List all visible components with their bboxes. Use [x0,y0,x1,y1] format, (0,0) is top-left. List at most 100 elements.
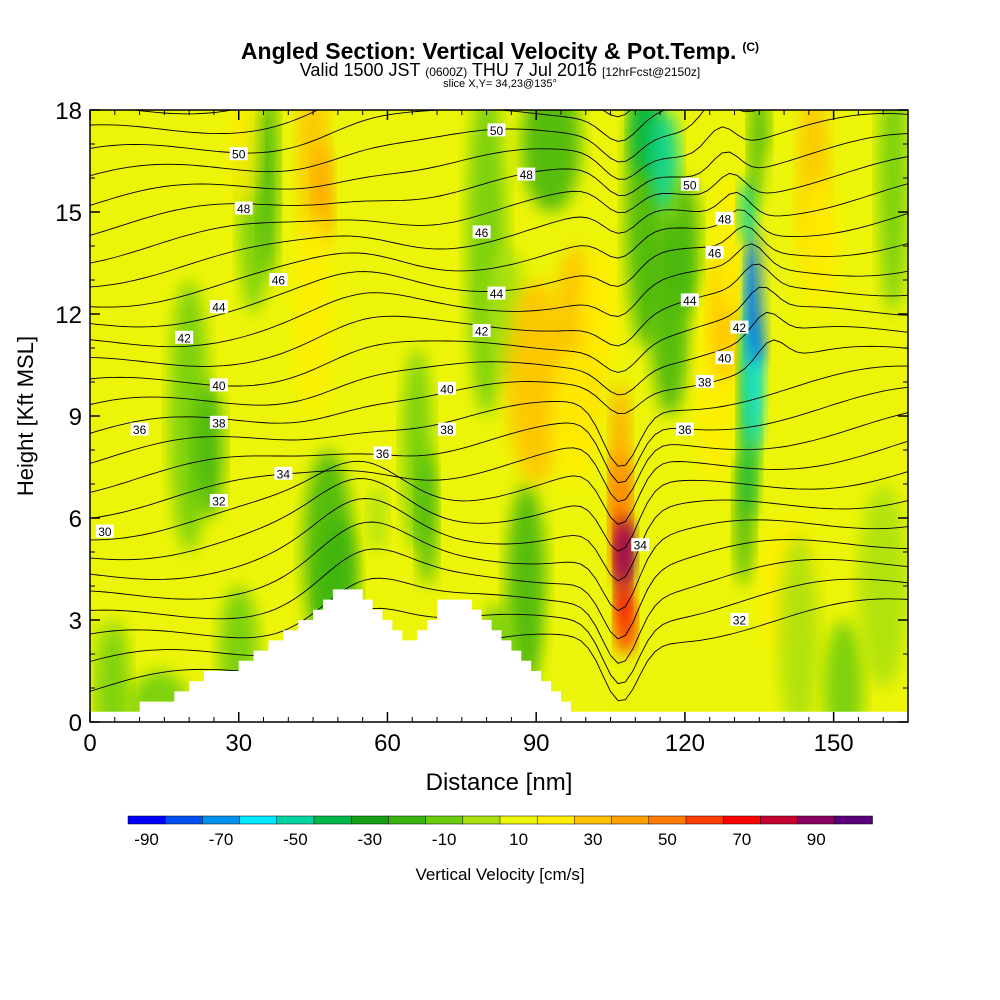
forecast-info: [12hrFcst@2150z] [602,65,701,79]
contour-label: 34 [631,538,650,553]
velocity-cell [779,535,819,722]
colorbar-swatch [834,815,873,825]
colorbar-swatch [276,815,315,825]
contour-label-text: 40 [212,379,226,393]
theta-contour [90,440,908,541]
contour-label-text: 46 [272,274,286,288]
contour-label-text: 34 [277,467,291,481]
colorbar: -90 -70 -50 -30 -10 10 30 50 70 90 [127,815,873,849]
contour-label-text: 46 [475,226,489,240]
velocity-cell [551,348,601,484]
colorbar-tick-label: -30 [358,830,383,849]
contour-label: 40 [715,351,734,366]
chart-title: Angled Section: Vertical Velocity & Pot.… [0,38,1000,65]
contour-label: 40 [437,381,456,396]
contour-label-text: 38 [440,423,454,437]
colorbar-tick-label: 30 [584,830,603,849]
colorbar-swatch [648,815,687,825]
x-tick-label: 0 [83,730,96,757]
colorbar-swatch [202,815,241,825]
contour-label-text: 32 [212,495,226,509]
velocity-cell [258,110,279,280]
contour-label: 44 [487,286,506,301]
contour-label: 42 [730,320,749,335]
theta-contour [90,133,908,236]
contour-label: 34 [274,466,293,481]
contour-label-text: 48 [520,168,534,182]
velocity-cell [798,178,839,314]
y-tick-label: 15 [55,200,82,227]
theta-contour [90,311,908,406]
colorbar-tick-label: 70 [732,830,751,849]
contour-label: 38 [209,415,228,430]
velocity-cell [228,110,259,212]
colorbar-swatch [239,815,278,825]
contour-label-text: 36 [133,423,147,437]
title-units: (C) [742,40,760,54]
y-tick-label: 9 [69,404,82,431]
velocity-cell [580,246,621,382]
valid-date: THU 7 Jul 2016 [471,60,597,80]
contour-label: 32 [730,613,749,628]
contour-label: 46 [269,273,288,288]
colorbar-tick-label: -50 [283,830,308,849]
contour-label-text: 36 [376,447,390,461]
contour-labels: 30 32 32 34 34 36 36 36 38 38 38 40 40 40 42 42 42 44 44 44… [95,123,749,628]
contour-label: 50 [487,123,506,138]
contour-label: 48 [234,201,253,216]
colorbar-swatch [536,815,576,825]
contour-label-text: 50 [232,148,246,162]
velocity-cell [615,586,636,654]
colorbar-tick-label: 90 [807,830,826,849]
chart-subtitle: Valid 1500 JST (0600Z) THU 7 Jul 2016 [1… [0,60,1000,81]
theta-contour [90,365,908,467]
velocity-cell [293,212,333,416]
contour-label: 36 [675,422,694,437]
theta-contour [90,209,908,308]
colorbar-swatch [797,815,836,825]
contour-label-text: 48 [718,212,732,226]
contour-label-text: 38 [212,416,226,430]
velocity-cell [858,484,908,688]
colorbar-swatch [574,815,613,825]
contour-label-text: 34 [634,539,648,553]
title-text: Angled Section: Vertical Velocity & Pot.… [240,38,737,64]
colorbar-swatch [760,815,799,825]
y-axis-label: Height [Kft MSL] [13,336,38,496]
contour-label: 46 [472,225,491,240]
contour-label-text: 38 [698,376,712,390]
theta-contour [90,156,908,264]
contour-label: 44 [209,300,228,315]
valid-time: Valid 1500 JST [299,60,421,80]
colorbar-swatch [499,815,538,825]
velocity-cell [506,484,547,688]
theta-contour [90,498,908,582]
contour-label-text: 42 [475,325,489,339]
theta-contour [90,519,908,612]
velocity-cell [650,110,680,212]
velocity-cell [417,450,438,586]
contour-label: 46 [705,245,724,260]
contour-label: 48 [517,167,536,182]
colorbar-swatch [313,815,352,825]
contour-label-text: 32 [733,614,747,628]
colorbar-swatch [685,815,724,825]
contour-label-text: 30 [98,525,112,539]
contour-label-text: 40 [440,382,454,396]
contour-label: 50 [680,177,699,192]
contour-label-text: 36 [678,423,692,437]
colorbar-swatch [388,815,427,825]
y-tick-label: 3 [69,608,82,635]
contour-label-text: 50 [683,178,697,192]
contour-label-text: 44 [490,287,504,301]
contour-label: 30 [95,524,114,539]
contour-label: 50 [229,147,248,162]
colorbar-swatch [127,815,166,825]
x-tick-label: 30 [225,730,252,757]
colorbar-swatch [722,815,762,825]
contour-label-text: 42 [178,331,192,345]
colorbar-tick-label: 10 [509,830,528,849]
colorbar-swatch [611,815,650,825]
colorbar-swatch [425,815,464,825]
